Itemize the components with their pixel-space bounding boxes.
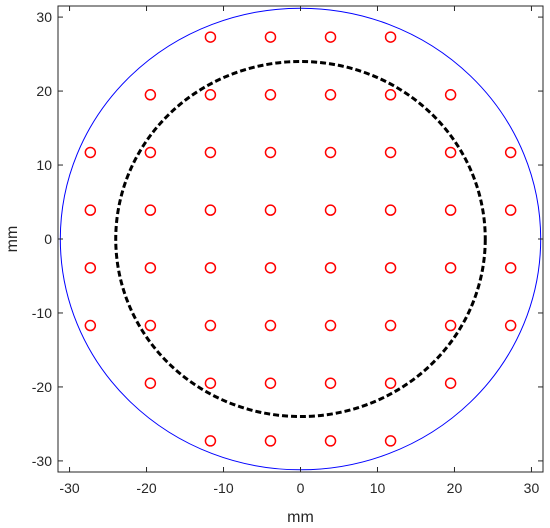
data-point xyxy=(84,146,97,159)
data-point xyxy=(204,146,217,159)
data-point xyxy=(264,204,277,216)
y-tick-label: 30 xyxy=(36,9,52,25)
data-point xyxy=(324,319,337,332)
x-axis-title: mm xyxy=(287,509,314,526)
data-point xyxy=(324,377,337,389)
data-point xyxy=(444,146,457,159)
data-point xyxy=(204,435,217,447)
dashed-circle xyxy=(114,59,487,419)
tick-labels: -30 -20 -10 0 10 20 30 -30 -20 -10 0 10 20 30 xyxy=(32,9,540,496)
x-tick-label: 10 xyxy=(370,480,386,496)
data-point xyxy=(384,377,397,389)
data-point xyxy=(264,146,277,159)
data-point xyxy=(444,319,457,332)
data-point xyxy=(144,146,157,159)
data-point xyxy=(264,89,277,101)
y-tick-label: 10 xyxy=(36,157,52,173)
x-tick-label: -20 xyxy=(136,480,156,496)
data-point xyxy=(444,89,457,101)
data-point xyxy=(324,146,337,159)
data-point xyxy=(264,31,277,43)
data-point xyxy=(204,377,217,389)
data-point xyxy=(444,262,457,274)
x-tick-label: 20 xyxy=(447,480,463,496)
data-point xyxy=(384,435,397,447)
data-point xyxy=(444,204,457,216)
data-point xyxy=(84,319,97,332)
y-tick-label: -10 xyxy=(32,305,52,321)
data-point xyxy=(504,319,517,332)
data-point xyxy=(324,435,337,447)
data-point xyxy=(84,204,97,216)
data-point xyxy=(144,89,157,101)
x-tick-label: -10 xyxy=(213,480,233,496)
data-point xyxy=(144,204,157,216)
data-point xyxy=(504,146,517,159)
data-point xyxy=(84,262,97,274)
axis-ticks xyxy=(58,6,543,472)
plot-background xyxy=(58,6,543,472)
x-tick-label: 30 xyxy=(524,480,540,496)
data-point xyxy=(324,31,337,43)
data-point xyxy=(384,31,397,43)
data-point xyxy=(264,377,277,389)
data-point xyxy=(204,319,217,332)
data-point xyxy=(144,262,157,274)
y-tick-label: 0 xyxy=(44,231,52,247)
data-point xyxy=(384,319,397,332)
data-point xyxy=(204,89,217,101)
y-axis-title: mm xyxy=(4,226,21,253)
x-tick-label: 0 xyxy=(297,480,305,496)
data-point xyxy=(264,319,277,332)
x-tick-label: -30 xyxy=(59,480,79,496)
data-point xyxy=(384,204,397,216)
data-point xyxy=(504,262,517,274)
y-tick-label: -20 xyxy=(32,379,52,395)
data-point xyxy=(324,204,337,216)
data-point xyxy=(384,146,397,159)
data-point xyxy=(324,262,337,274)
data-point xyxy=(264,435,277,447)
y-tick-label: 20 xyxy=(36,83,52,99)
data-point xyxy=(504,204,517,216)
data-point xyxy=(204,262,217,274)
y-tick-label: -30 xyxy=(32,453,52,469)
data-point xyxy=(204,31,217,43)
data-point xyxy=(384,89,397,101)
data-point xyxy=(444,377,457,389)
data-point xyxy=(144,319,157,332)
data-point xyxy=(264,262,277,274)
data-point xyxy=(204,204,217,216)
data-point xyxy=(324,89,337,101)
data-point xyxy=(384,262,397,274)
data-point xyxy=(144,377,157,389)
plot-frame xyxy=(57,5,544,473)
